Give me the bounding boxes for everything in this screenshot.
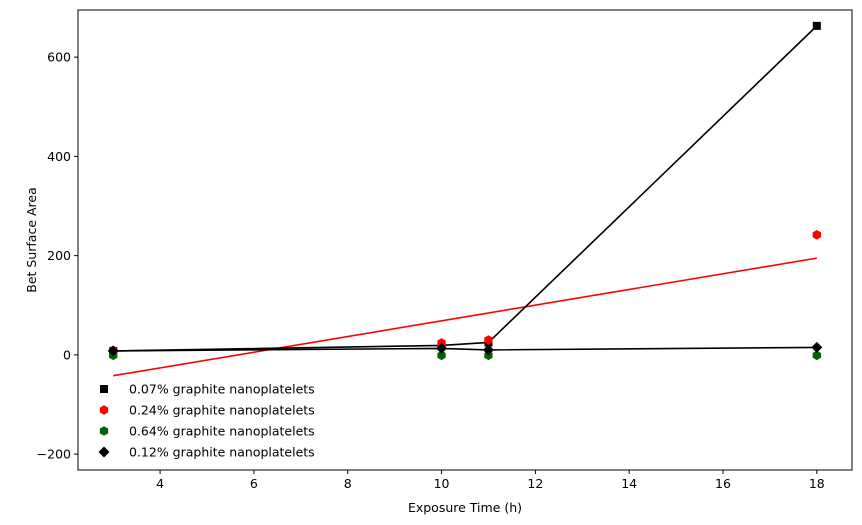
- legend-label-3: 0.12% graphite nanoplatelets: [129, 445, 315, 460]
- y-tick-label: 0: [63, 347, 71, 362]
- data-point-series-2: [437, 350, 446, 361]
- x-tick-label: 10: [434, 476, 450, 491]
- y-tick-label: −200: [37, 447, 71, 462]
- data-point-series-1: [812, 229, 821, 240]
- plot-area: [77, 9, 853, 471]
- x-tick-label: 14: [621, 476, 637, 491]
- legend-marker-1: [99, 405, 109, 415]
- data-point-series-1: [484, 335, 493, 345]
- x-tick-label: 12: [527, 476, 543, 491]
- series-line-0: [113, 25, 818, 352]
- legend-label-0: 0.07% graphite nanoplatelets: [129, 382, 315, 397]
- y-tick-label: 200: [47, 248, 71, 263]
- x-axis-ticks: 4 6 8 10 12 14 16 18: [156, 470, 825, 491]
- data-point-series-3: [436, 342, 448, 354]
- data-point-series-2: [812, 350, 821, 361]
- data-markers: [107, 21, 823, 361]
- y-tick-label: 400: [47, 149, 71, 164]
- x-tick-label: 8: [344, 476, 352, 491]
- x-axis-label: Exposure Time (h): [408, 500, 522, 515]
- legend-label-1: 0.24% graphite nanoplatelets: [129, 403, 315, 418]
- legend-label-2: 0.64% graphite nanoplatelets: [129, 424, 315, 439]
- data-point-series-3: [482, 344, 494, 356]
- y-axis-label: Bet Surface Area: [24, 187, 39, 293]
- legend: 0.07% graphite nanoplatelets 0.24% graphi…: [98, 382, 315, 460]
- fit-line-series-1: [113, 257, 817, 377]
- x-tick-label: 6: [250, 476, 258, 491]
- legend-marker-2: [99, 426, 109, 436]
- plot-frame: [77, 9, 853, 471]
- fit-lines: [113, 257, 817, 377]
- series-line-3: [113, 346, 817, 352]
- x-tick-label: 18: [809, 476, 825, 491]
- x-tick-label: 4: [156, 476, 164, 491]
- data-point-series-3: [811, 341, 823, 353]
- y-tick-label: 600: [47, 50, 71, 65]
- x-tick-label: 16: [715, 476, 731, 491]
- legend-marker-3: [98, 446, 110, 458]
- legend-marker-0: [100, 385, 108, 393]
- y-axis-ticks: −200 0 200 400 600: [37, 50, 78, 462]
- data-point-series-0: [812, 21, 821, 30]
- connect-lines: [113, 25, 818, 352]
- data-point-series-3: [107, 345, 119, 357]
